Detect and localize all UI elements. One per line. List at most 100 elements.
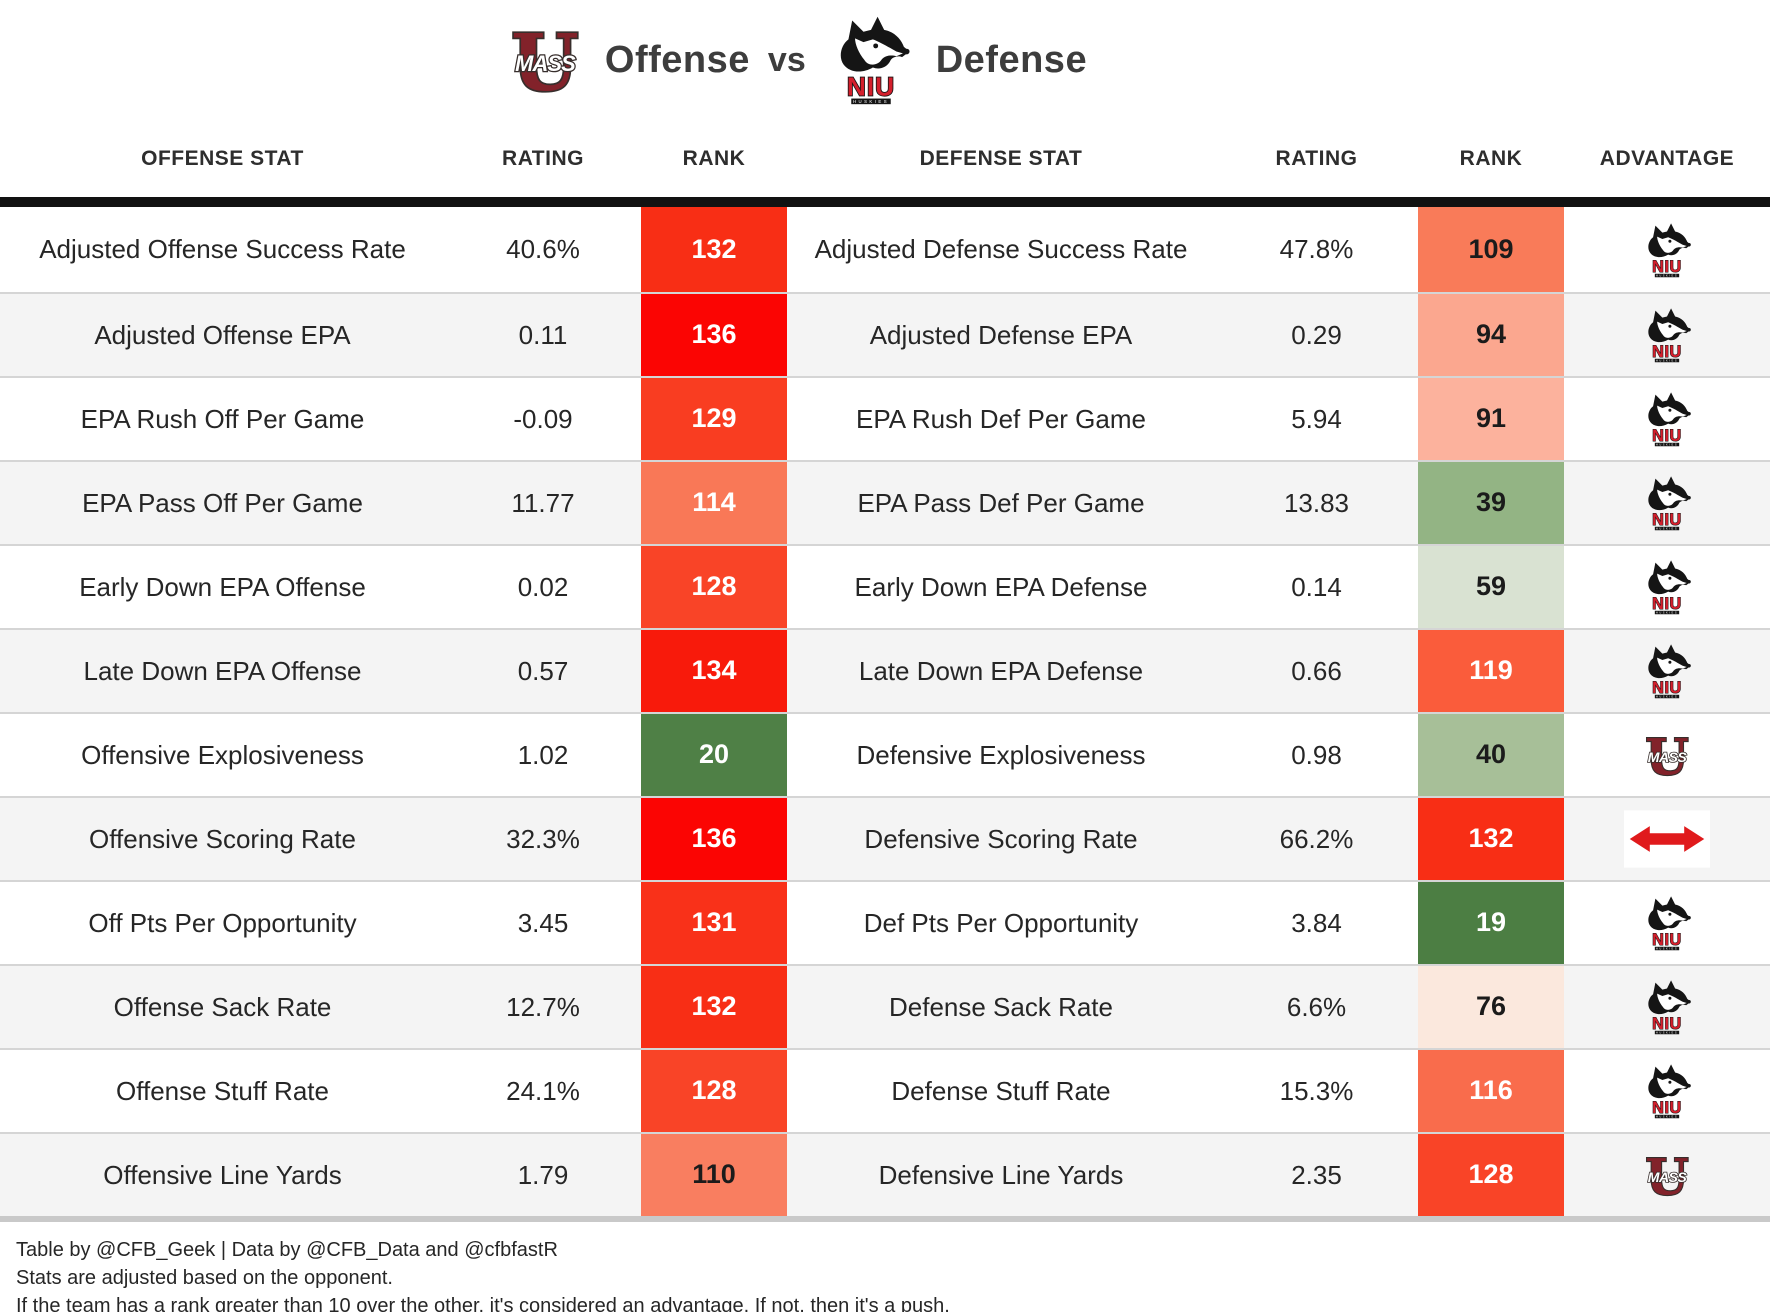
advantage-cell — [1564, 882, 1770, 964]
offense-rank-cell: 110 — [641, 1134, 787, 1216]
defense-stat-cell: Defensive Explosiveness — [856, 739, 1146, 770]
defense-rating-cell: 3.84 — [1291, 907, 1342, 938]
defense-rank-cell: 109 — [1418, 207, 1564, 292]
offense-rating-cell: 40.6% — [506, 234, 580, 265]
niu-logo — [1638, 978, 1696, 1036]
niu-logo — [1638, 306, 1696, 364]
niu-logo — [1638, 894, 1696, 952]
table-row: Offense Sack Rate 12.7% 132 Defense Sack… — [0, 964, 1770, 1048]
defense-rank-cell: 116 — [1418, 1050, 1564, 1132]
niu-logo — [1638, 221, 1696, 279]
niu-logo — [1638, 390, 1696, 448]
column-header-advantage: ADVANTAGE — [1599, 146, 1735, 170]
defense-stat-cell: Defensive Line Yards — [878, 1159, 1124, 1190]
table-footer: Table by @CFB_Geek | Data by @CFB_Data a… — [0, 1222, 1770, 1312]
column-header-defense-rating: RATING — [1275, 146, 1358, 170]
offense-stat-cell: Late Down EPA Offense — [83, 655, 362, 686]
defense-rating-cell: 47.8% — [1279, 234, 1354, 265]
defense-rating-cell: 0.66 — [1291, 655, 1342, 686]
niu-logo — [1638, 642, 1696, 700]
defense-stat-cell: EPA Pass Def Per Game — [857, 487, 1145, 518]
advantage-cell — [1564, 1134, 1770, 1216]
niu-logo — [1638, 474, 1696, 532]
table-row: Adjusted Offense Success Rate 40.6% 132 … — [0, 207, 1770, 292]
defense-rating-cell: 0.14 — [1291, 571, 1342, 602]
defense-rank-cell: 39 — [1418, 462, 1564, 544]
offense-rating-cell: 0.11 — [518, 319, 568, 350]
umass-logo — [1637, 728, 1697, 782]
offense-stat-cell: Offensive Explosiveness — [81, 739, 364, 770]
offense-stat-cell: EPA Pass Off Per Game — [82, 487, 363, 518]
advantage-cell — [1564, 462, 1770, 544]
defense-rank-cell: 94 — [1418, 294, 1564, 376]
table-row: Offense Stuff Rate 24.1% 128 Defense Stu… — [0, 1048, 1770, 1132]
offense-stat-cell: Offense Sack Rate — [113, 991, 332, 1022]
column-header-defense-stat: DEFENSE STAT — [919, 146, 1083, 170]
table-row: EPA Rush Off Per Game -0.09 129 EPA Rush… — [0, 376, 1770, 460]
table-row: Offensive Scoring Rate 32.3% 136 Defensi… — [0, 796, 1770, 880]
defense-rank-cell: 40 — [1418, 714, 1564, 796]
offense-rank-cell: 131 — [641, 882, 787, 964]
table-row: Offensive Explosiveness 1.02 20 Defensiv… — [0, 712, 1770, 796]
offense-rating-cell: 0.02 — [517, 571, 569, 602]
offense-stat-cell: Early Down EPA Offense — [79, 571, 366, 602]
advantage-cell — [1564, 966, 1770, 1048]
advantage-cell — [1564, 798, 1770, 880]
defense-rank-cell: 119 — [1418, 630, 1564, 712]
column-header-offense-rating: RATING — [502, 146, 584, 170]
niu-logo — [1638, 558, 1696, 616]
offense-rank-cell: 128 — [641, 546, 787, 628]
offense-stat-cell: EPA Rush Off Per Game — [80, 403, 365, 434]
offense-rating-cell: -0.09 — [513, 403, 573, 434]
defense-rating-cell: 66.2% — [1279, 823, 1354, 854]
offense-rank-cell: 132 — [641, 966, 787, 1048]
advantage-cell — [1564, 714, 1770, 796]
offense-stat-cell: Offensive Line Yards — [103, 1159, 342, 1190]
offense-rating-cell: 32.3% — [506, 823, 580, 854]
offense-rating-cell: 1.02 — [517, 739, 569, 770]
defense-rank-cell: 76 — [1418, 966, 1564, 1048]
offense-stat-cell: Offense Stuff Rate — [116, 1075, 329, 1106]
footer-note-adjusted: Stats are adjusted based on the opponent… — [16, 1267, 393, 1289]
defense-stat-cell: Defensive Scoring Rate — [864, 823, 1138, 854]
umass-logo — [1637, 1148, 1697, 1202]
table-row: Early Down EPA Offense 0.02 128 Early Do… — [0, 544, 1770, 628]
offense-rank-cell: 129 — [641, 378, 787, 460]
defense-stat-cell: Early Down EPA Defense — [854, 571, 1148, 602]
defense-stat-cell: Adjusted Defense EPA — [869, 319, 1133, 350]
offense-rating-cell: 12.7% — [506, 991, 580, 1022]
defense-stat-cell: EPA Rush Def Per Game — [856, 403, 1146, 434]
offense-rank-cell: 134 — [641, 630, 787, 712]
offense-rank-cell: 132 — [641, 207, 787, 292]
umass-logo — [503, 18, 587, 102]
defense-rank-cell: 59 — [1418, 546, 1564, 628]
niu-logo — [824, 13, 918, 107]
advantage-cell — [1564, 378, 1770, 460]
page-title: Offense vs Defense — [0, 0, 1680, 120]
offense-rating-cell: 0.57 — [517, 655, 569, 686]
defense-rating-cell: 13.83 — [1283, 487, 1350, 518]
defense-rating-cell: 15.3% — [1279, 1075, 1354, 1106]
offense-stat-cell: Adjusted Offense Success Rate — [39, 234, 406, 265]
footer-credit: Table by @CFB_Geek | Data by @CFB_Data a… — [16, 1239, 558, 1261]
table-header-row: OFFENSE STAT RATING RANK DEFENSE STAT RA… — [0, 120, 1770, 207]
defense-stat-cell: Late Down EPA Defense — [858, 655, 1144, 686]
offense-rank-cell: 136 — [641, 798, 787, 880]
defense-rating-cell: 0.98 — [1291, 739, 1342, 770]
offense-rank-cell: 20 — [641, 714, 787, 796]
defense-stat-cell: Def Pts Per Opportunity — [863, 907, 1139, 938]
column-header-offense-stat: OFFENSE STAT — [141, 146, 304, 170]
table-row: EPA Pass Off Per Game 11.77 114 EPA Pass… — [0, 460, 1770, 544]
defense-rank-cell: 91 — [1418, 378, 1564, 460]
advantage-cell — [1564, 630, 1770, 712]
table-row: Adjusted Offense EPA 0.11 136 Adjusted D… — [0, 292, 1770, 376]
defense-stat-cell: Adjusted Defense Success Rate — [814, 234, 1188, 265]
offense-rating-cell: 1.79 — [517, 1159, 569, 1190]
column-header-offense-rank: RANK — [682, 146, 746, 170]
advantage-cell — [1564, 546, 1770, 628]
offense-rank-cell: 128 — [641, 1050, 787, 1132]
offense-rank-cell: 136 — [641, 294, 787, 376]
defense-rank-cell: 132 — [1418, 798, 1564, 880]
advantage-cell — [1564, 207, 1770, 292]
